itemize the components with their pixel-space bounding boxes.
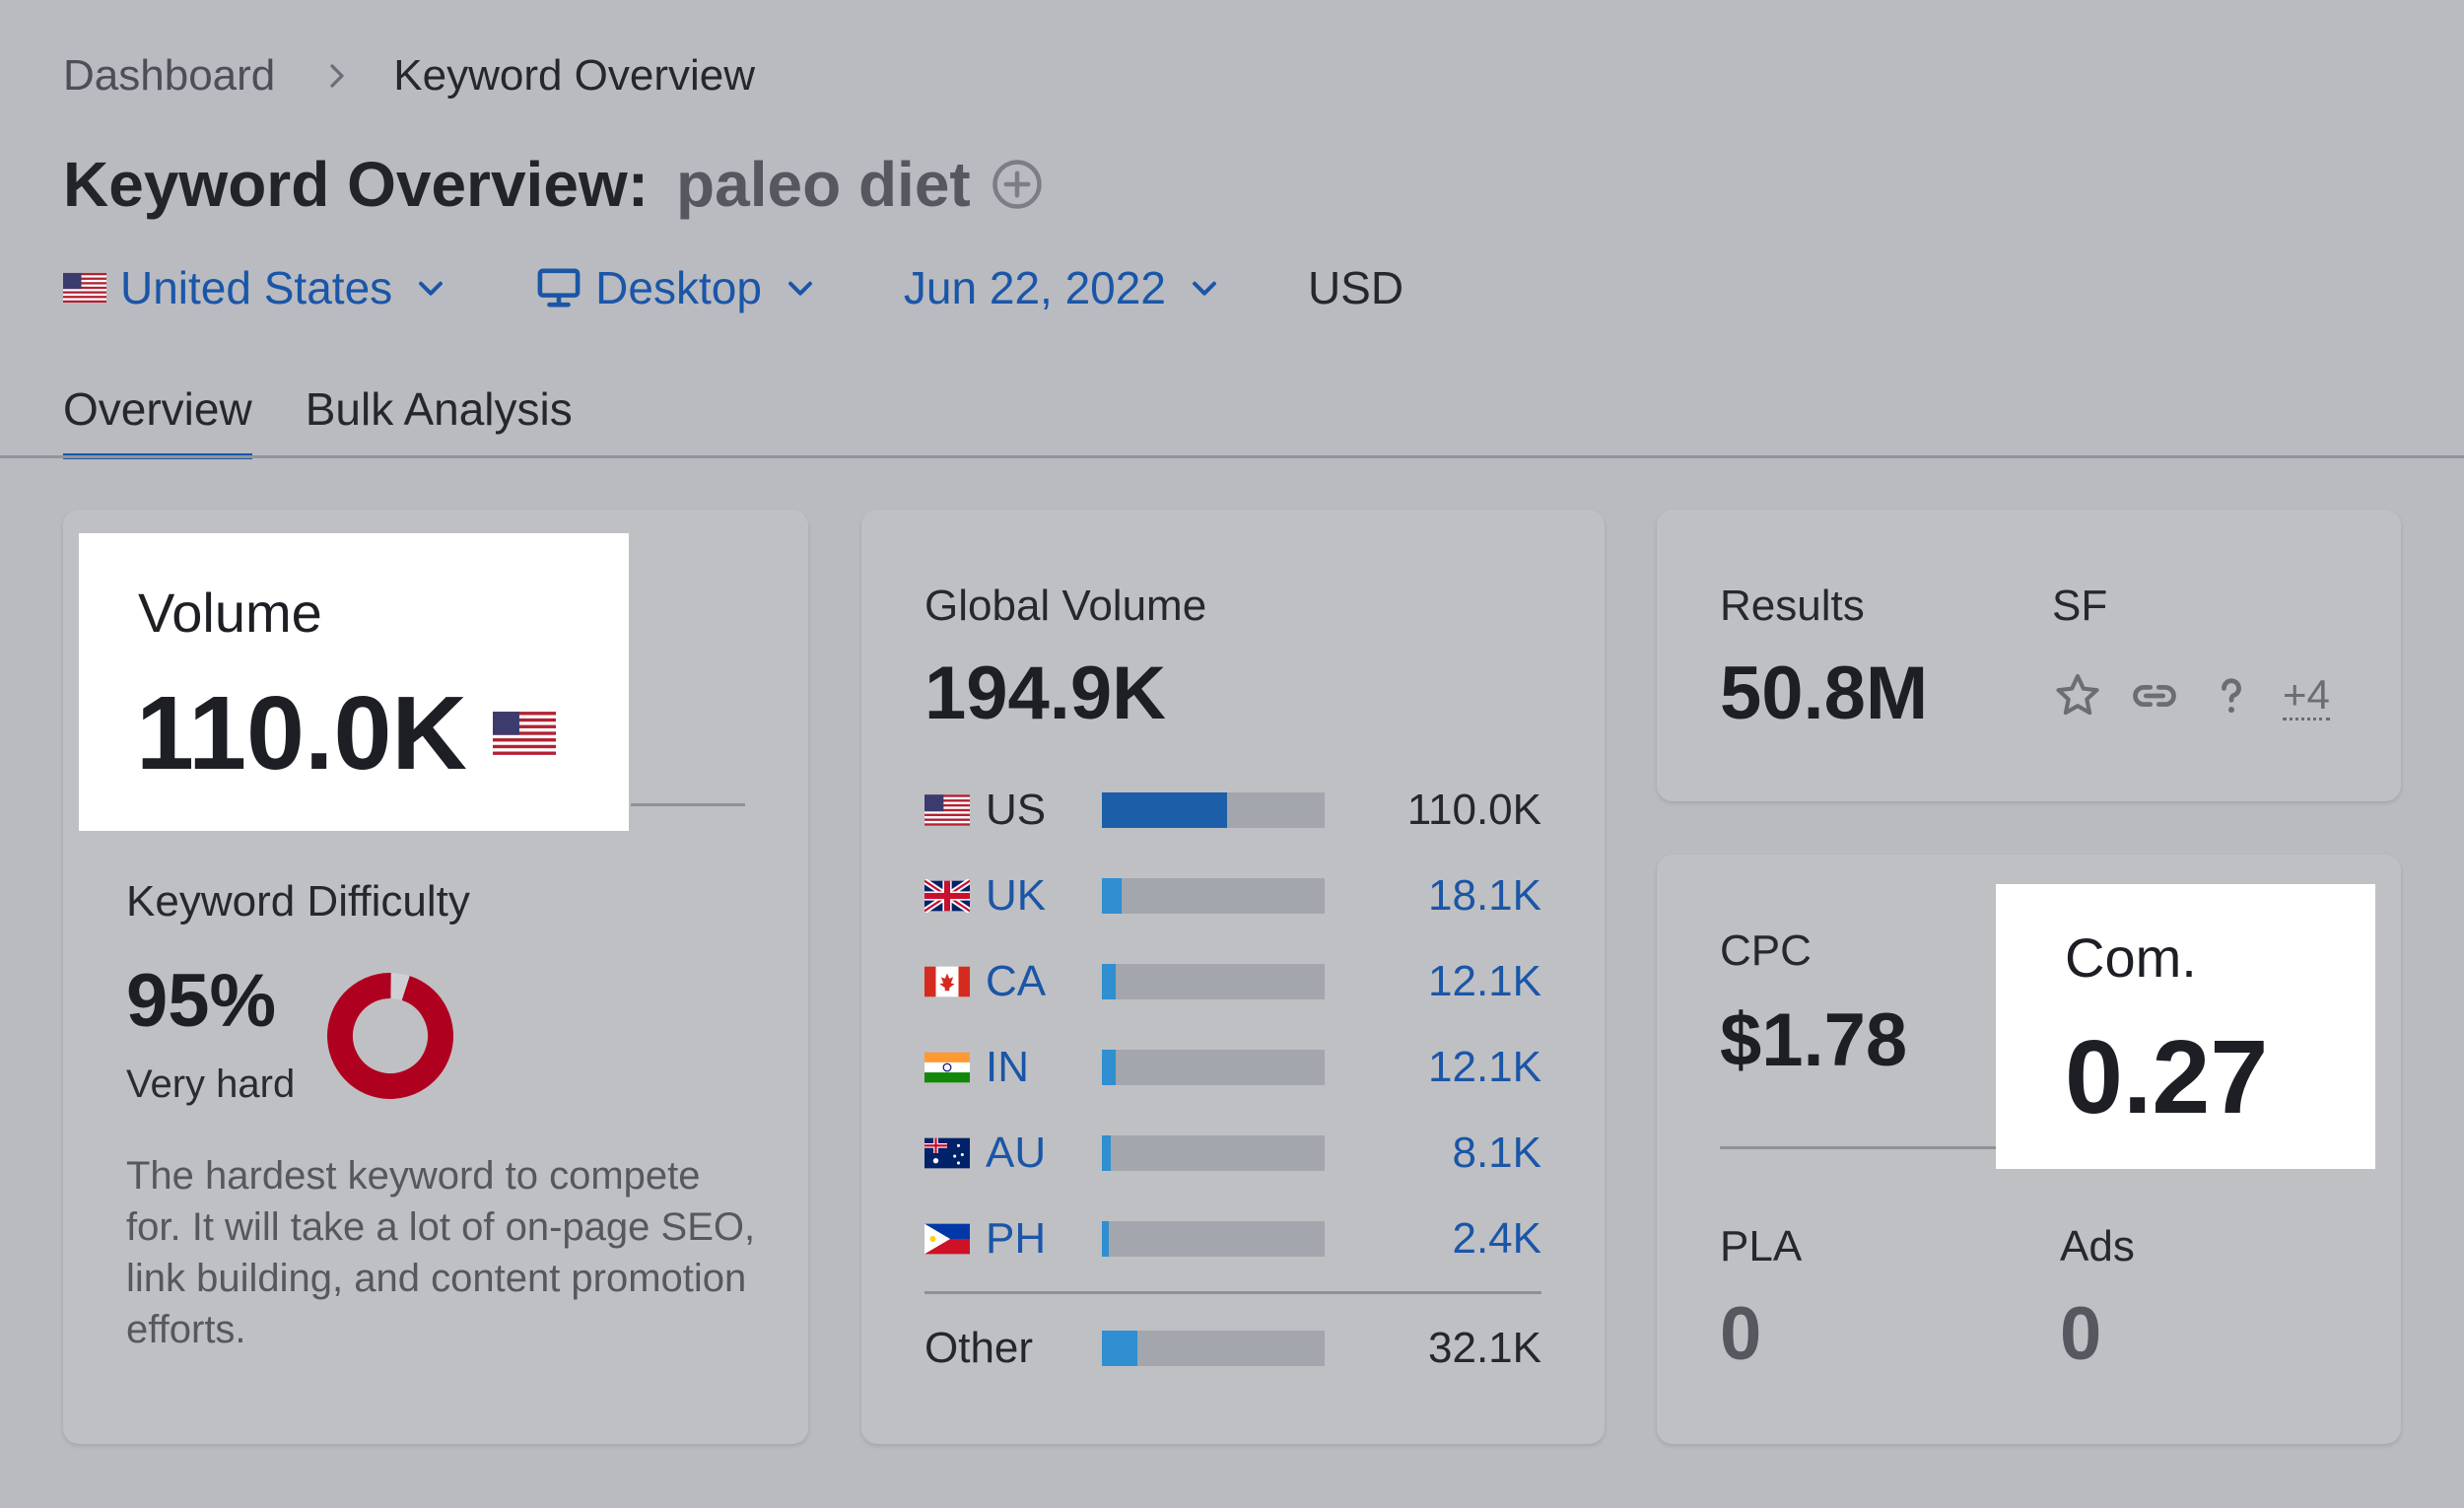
ph-flag-icon [924,1222,970,1256]
breadcrumb: Dashboard Keyword Overview [63,51,755,101]
uk-flag-icon [924,879,970,913]
other-label: Other [924,1324,1034,1372]
ads-label: Ads [2060,1222,2135,1270]
global-volume-row-ph: PH 2.4K [924,1209,1541,1268]
share-bar-fill [1102,792,1227,828]
question-icon[interactable] [2206,670,2257,721]
global-volume-row-in: IN 12.1K [924,1038,1541,1097]
tab-bulk-analysis[interactable]: Bulk Analysis [305,383,573,435]
share-bar-fill [1102,964,1116,999]
volume-value: 110.0K [136,679,556,788]
results-card [1657,510,2401,801]
country-code[interactable]: AU [986,1129,1047,1177]
divider [924,1291,1541,1294]
sf-icons: +4 [2052,670,2330,721]
country-selector[interactable]: United States [63,261,447,314]
share-bar-fill [1102,1221,1109,1257]
page-title: Keyword Overview: paleo diet [63,148,1044,221]
com-value: 0.27 [2065,1019,2269,1135]
chevron-down-icon [788,281,812,296]
country-volume: 110.0K [1406,786,1541,834]
com-label: Com. [2065,926,2197,989]
country-code: US [986,786,1047,834]
global-volume-row-other: Other 32.1K [924,1319,1541,1378]
results-label: Results [1720,582,1865,630]
breadcrumb-current: Keyword Overview [393,51,756,100]
currency-label: USD [1307,262,1404,313]
in-flag-icon [924,1051,970,1084]
us-flag-icon [924,793,970,827]
ca-flag-icon [924,965,970,998]
share-bar [1102,792,1325,828]
chevron-down-icon [419,281,444,296]
pla-label: PLA [1720,1222,1803,1270]
country-code[interactable]: PH [986,1214,1047,1263]
global-volume-row-ca: CA 12.1K [924,952,1541,1011]
volume-highlight: Volume 110.0K [79,533,629,831]
global-volume-row-uk: UK 18.1K [924,866,1541,925]
volume-label: Volume [138,582,322,644]
share-bar [1102,1135,1325,1171]
country-volume[interactable]: 2.4K [1452,1214,1541,1263]
tab-bar: Overview Bulk Analysis [63,382,573,459]
country-volume[interactable]: 18.1K [1428,871,1541,920]
page-title-keyword: paleo diet [676,149,971,220]
country-code[interactable]: CA [986,957,1047,1005]
tab-overview[interactable]: Overview [63,382,252,459]
page-title-label: Keyword Overview: [63,149,649,220]
keyword-difficulty-donut [327,973,453,1099]
share-bar [1102,964,1325,999]
country-volume[interactable]: 8.1K [1452,1129,1541,1177]
country-code[interactable]: UK [986,871,1047,920]
device-selector-label: Desktop [595,262,762,313]
date-selector[interactable]: Jun 22, 2022 [904,261,1221,314]
global-volume-row-us: US 110.0K [924,781,1541,840]
com-highlight: Com. 0.27 [1996,884,2375,1169]
keyword-difficulty-level: Very hard [126,1062,296,1106]
global-volume-row-au: AU 8.1K [924,1124,1541,1183]
keyword-difficulty-label: Keyword Difficulty [126,877,470,925]
link-icon[interactable] [2129,670,2180,721]
share-bar [1102,1050,1325,1085]
share-bar-fill [1102,1050,1116,1085]
share-bar [1102,1221,1325,1257]
share-bar-fill [1102,878,1123,914]
sf-more-link[interactable]: +4 [2283,671,2330,720]
share-bar [1102,878,1325,914]
tab-divider [0,455,2464,458]
divider [631,803,745,806]
results-value: 50.8M [1720,651,1929,735]
country-volume[interactable]: 12.1K [1428,1043,1541,1091]
us-flag-icon [493,710,556,757]
other-volume: 32.1K [1428,1324,1541,1372]
cpc-label: CPC [1720,926,1812,975]
device-selector[interactable]: Desktop [536,261,817,314]
keyword-difficulty-value: 95% [126,959,277,1043]
au-flag-icon [924,1136,970,1170]
global-volume-value: 194.9K [924,651,1167,735]
filter-bar: United States Desktop Jun 22, 2022 USD [63,258,1403,317]
chevron-down-icon [1193,281,1216,296]
breadcrumb-dashboard-link[interactable]: Dashboard [63,51,276,100]
share-bar-fill [1102,1135,1112,1171]
chevron-right-icon [320,59,354,93]
country-volume[interactable]: 12.1K [1428,957,1541,1005]
country-code[interactable]: IN [986,1043,1029,1091]
global-volume-label: Global Volume [924,582,1207,630]
volume-value-text: 110.0K [136,675,467,791]
country-selector-label: United States [120,262,393,313]
share-bar-fill [1102,1331,1138,1366]
add-circle-icon[interactable] [991,158,1044,211]
star-icon[interactable] [2052,670,2103,721]
date-selector-label: Jun 22, 2022 [903,262,1166,313]
share-bar [1102,1331,1325,1366]
keyword-difficulty-description: The hardest keyword to compete for. It w… [126,1154,756,1351]
pla-value: 0 [1720,1292,1762,1376]
sf-label: SF [2052,582,2108,630]
us-flag-icon [63,272,106,304]
divider [1720,1146,1996,1149]
ads-value: 0 [2060,1292,2102,1376]
desktop-icon [537,268,581,308]
cpc-value: $1.78 [1720,998,1908,1082]
